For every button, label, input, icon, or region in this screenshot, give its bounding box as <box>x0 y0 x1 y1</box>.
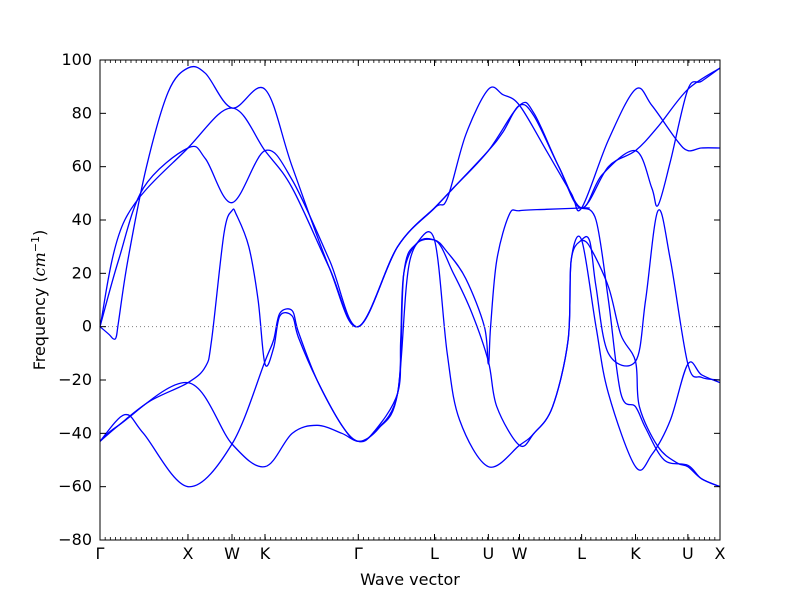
y-tick-label: −40 <box>58 423 92 442</box>
x-tick-label: U <box>483 544 495 563</box>
y-tick-label: 60 <box>72 157 92 176</box>
plot-lines <box>99 65 721 488</box>
y-tick-label: 80 <box>72 103 92 122</box>
x-tick-label: W <box>224 544 240 563</box>
y-axis-ticks: −80 −60 −40 −20 0 20 40 60 80 100 <box>58 50 720 549</box>
plot-frame <box>99 59 721 541</box>
x-axis-label: Wave vector <box>360 570 460 589</box>
y-tick-label: 40 <box>72 210 92 229</box>
dispersion-branch-5 <box>581 239 721 488</box>
x-tick-label: X <box>182 544 193 563</box>
y-axis-label: Frequency (cm−1) <box>29 230 50 371</box>
y-axis-label-exponent: −1 <box>29 236 42 252</box>
x-tick-label: K <box>630 544 641 563</box>
y-tick-label: 20 <box>72 263 92 282</box>
dispersion-branch-1 <box>99 65 721 340</box>
x-tick-label: U <box>682 544 694 563</box>
y-tick-label: −60 <box>58 477 92 496</box>
x-tick-label: Γ <box>354 544 363 563</box>
y-tick-label: 0 <box>82 317 92 336</box>
x-tick-label: L <box>577 544 586 563</box>
dispersion-branch-7 <box>99 209 721 488</box>
y-tick-label: −20 <box>58 370 92 389</box>
y-axis-label-prefix: Frequency ( <box>30 276 49 370</box>
x-tick-label: K <box>260 544 271 563</box>
x-tick-label: Γ <box>96 544 105 563</box>
dispersion-branch-4 <box>99 207 590 443</box>
y-axis-label-suffix: ) <box>30 230 49 236</box>
x-tick-label: X <box>715 544 726 563</box>
dispersion-branch-6 <box>99 231 721 471</box>
x-tick-label: L <box>430 544 439 563</box>
dispersion-branch-3 <box>99 67 721 328</box>
dispersion-branch-8 <box>581 207 721 488</box>
y-tick-label: −80 <box>58 530 92 549</box>
y-axis-label-unit: cm <box>30 252 49 276</box>
y-tick-label: 100 <box>61 50 92 69</box>
x-minor-ticks <box>99 60 721 540</box>
dispersion-branch-2 <box>99 67 721 328</box>
x-tick-label: W <box>512 544 528 563</box>
